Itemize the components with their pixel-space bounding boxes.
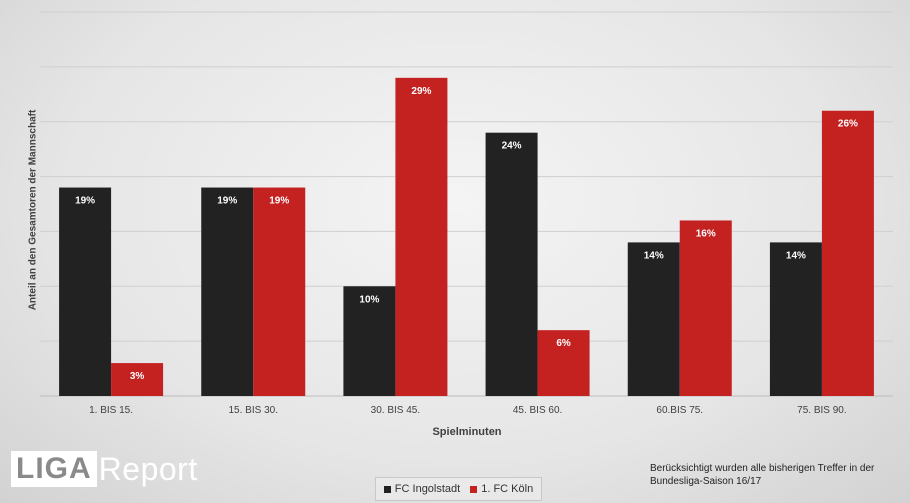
x-tick-label: 15. BIS 30. bbox=[229, 405, 278, 416]
bar-koeln-6 bbox=[821, 110, 874, 396]
data-label-ingolstadt-3: 10% bbox=[359, 294, 379, 305]
bar-koeln-4 bbox=[537, 330, 590, 396]
bar-koeln-5 bbox=[679, 220, 732, 396]
legend-label-ingolstadt: FC Ingolstadt bbox=[394, 483, 461, 495]
y-axis-label: Anteil an den Gesamtoren der Mannschaft bbox=[27, 109, 39, 311]
data-label-ingolstadt-2: 19% bbox=[217, 196, 237, 207]
data-label-koeln-2: 19% bbox=[269, 196, 289, 207]
logo-box-text: LIGA bbox=[11, 451, 97, 487]
x-tick-label: 60.BIS 75. bbox=[656, 405, 703, 416]
bars: 19% 3% 19% 19% 10% 29% 24% 6% 14% 16% 14% 26% bbox=[59, 77, 874, 396]
legend: FC Ingolstadt 1. FC Köln bbox=[375, 477, 542, 501]
data-label-koeln-1: 3% bbox=[130, 371, 145, 382]
data-label-ingolstadt-4: 24% bbox=[502, 141, 522, 152]
bar-ingolstadt-6 bbox=[769, 242, 822, 396]
legend-swatch-koeln bbox=[470, 485, 478, 493]
bar-ingolstadt-4 bbox=[485, 132, 538, 396]
bar-koeln-2 bbox=[253, 187, 306, 396]
bar-ingolstadt-5 bbox=[627, 242, 680, 396]
data-label-ingolstadt-1: 19% bbox=[75, 196, 95, 207]
x-tick-label: 30. BIS 45. bbox=[371, 405, 420, 416]
bar-koeln-1 bbox=[111, 363, 164, 396]
liga-report-logo: LIGA Report bbox=[11, 449, 198, 489]
data-label-koeln-5: 16% bbox=[696, 228, 716, 239]
gridlines bbox=[40, 11, 893, 397]
bar-ingolstadt-1 bbox=[59, 187, 112, 396]
footnote: Berücksichtigt wurden alle bisherigen Tr… bbox=[650, 463, 875, 487]
data-label-ingolstadt-6: 14% bbox=[786, 250, 806, 261]
x-tick-label: 45. BIS 60. bbox=[513, 405, 562, 416]
data-label-koeln-4: 6% bbox=[556, 338, 571, 349]
legend-item-koeln: 1. FC Köln bbox=[470, 483, 533, 495]
legend-item-ingolstadt: FC Ingolstadt bbox=[383, 483, 461, 495]
x-axis-label: Spielminuten bbox=[432, 426, 502, 438]
logo-word-text: Report bbox=[98, 451, 198, 487]
legend-swatch-ingolstadt bbox=[383, 485, 391, 493]
bar-chart: 19% 3% 19% 19% 10% 29% 24% 6% 14% 16% 14% 26% 1. BI… bbox=[40, 11, 893, 416]
data-label-koeln-3: 29% bbox=[411, 86, 431, 97]
x-tick-label: 75. BIS 90. bbox=[797, 405, 846, 416]
legend-label-koeln: 1. FC Köln bbox=[481, 483, 534, 495]
data-label-koeln-6: 26% bbox=[838, 119, 858, 130]
bar-koeln-3 bbox=[395, 77, 448, 396]
x-tick-labels: 1. BIS 15. 15. BIS 30. 30. BIS 45. 45. BIS … bbox=[89, 405, 847, 416]
data-label-ingolstadt-5: 14% bbox=[644, 250, 664, 261]
x-tick-label: 1. BIS 15. bbox=[89, 405, 133, 416]
bar-ingolstadt-2 bbox=[201, 187, 254, 396]
bar-ingolstadt-3 bbox=[343, 286, 396, 396]
